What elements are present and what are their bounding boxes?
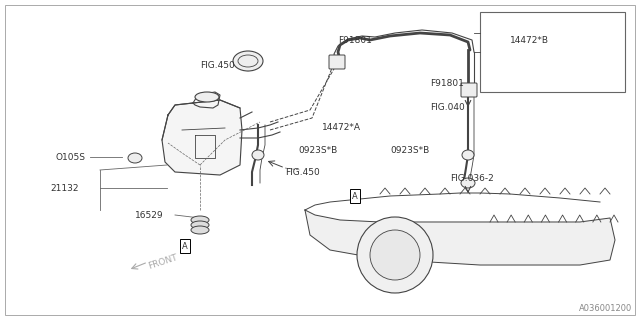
Text: FIG.450: FIG.450 xyxy=(285,167,320,177)
Text: FRONT: FRONT xyxy=(147,253,179,271)
Text: 14472*B: 14472*B xyxy=(510,36,549,44)
Ellipse shape xyxy=(233,51,263,71)
Ellipse shape xyxy=(461,178,475,188)
Text: 14472*A: 14472*A xyxy=(322,123,361,132)
Ellipse shape xyxy=(191,216,209,224)
Text: F91801: F91801 xyxy=(430,78,464,87)
Text: 21132: 21132 xyxy=(50,183,79,193)
Text: FIG.040: FIG.040 xyxy=(430,102,465,111)
Circle shape xyxy=(370,230,420,280)
Text: FIG.036-2: FIG.036-2 xyxy=(450,173,493,182)
Ellipse shape xyxy=(462,150,474,160)
Ellipse shape xyxy=(252,150,264,160)
Text: O105S: O105S xyxy=(55,153,85,162)
Text: 0923S*B: 0923S*B xyxy=(390,146,429,155)
FancyBboxPatch shape xyxy=(461,83,477,97)
Text: 0923S*B: 0923S*B xyxy=(298,146,337,155)
Ellipse shape xyxy=(128,153,142,163)
Polygon shape xyxy=(305,210,615,265)
Circle shape xyxy=(357,217,433,293)
FancyBboxPatch shape xyxy=(329,55,345,69)
Polygon shape xyxy=(162,100,242,175)
Text: F91801: F91801 xyxy=(338,36,372,44)
Ellipse shape xyxy=(191,221,209,229)
Ellipse shape xyxy=(191,226,209,234)
Text: A036001200: A036001200 xyxy=(579,304,632,313)
Text: A: A xyxy=(352,191,358,201)
Text: 16529: 16529 xyxy=(135,211,164,220)
Bar xyxy=(480,12,625,92)
Text: FIG.450: FIG.450 xyxy=(200,60,235,69)
Text: A: A xyxy=(182,242,188,251)
Ellipse shape xyxy=(195,92,219,102)
